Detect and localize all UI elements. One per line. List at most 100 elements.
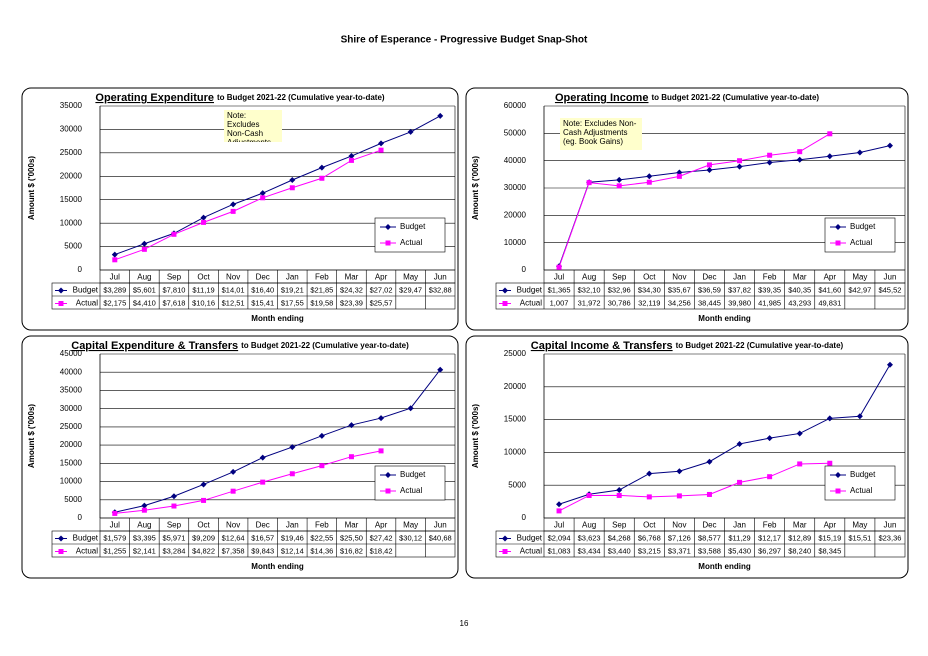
data-label: 34,256 [668, 298, 691, 307]
y-tick-label: 20000 [504, 382, 527, 391]
legend-label: Budget [400, 470, 426, 479]
data-label: $25,50 [340, 533, 363, 542]
data-label: $16,57 [251, 533, 274, 542]
data-label: $23,39 [340, 298, 363, 307]
x-axis-label: Month ending [698, 314, 751, 323]
data-point [676, 173, 682, 179]
legend-label: Actual [400, 238, 422, 247]
data-point [616, 183, 622, 189]
legend-label: Actual [850, 486, 872, 495]
data-label: $6,297 [758, 546, 781, 555]
x-tick-label: Jul [554, 273, 564, 282]
series-line [558, 145, 891, 267]
x-tick-label: Feb [315, 521, 329, 530]
note-box: Note: Excludes Non-Cash Adjustments [224, 110, 282, 142]
data-point [259, 190, 266, 197]
y-tick-label: 20000 [504, 210, 527, 219]
page-number: 16 [460, 619, 469, 628]
data-point [437, 112, 444, 119]
data-point [171, 231, 177, 237]
chart-subtitle: to Budget 2021-22 (Cumulative year-to-da… [651, 93, 819, 102]
data-label: $14,01 [222, 285, 245, 294]
data-point [230, 201, 237, 208]
x-tick-label: Jan [733, 273, 746, 282]
x-tick-label: Jun [434, 273, 447, 282]
table-legend-marker [502, 549, 508, 554]
data-label: $22,55 [310, 533, 333, 542]
data-point [556, 264, 562, 270]
data-point [886, 361, 893, 368]
data-label: 32,119 [638, 298, 660, 307]
x-tick-label: Oct [197, 273, 210, 282]
chart-subtitle: to Budget 2021-22 (Cumulative year-to-da… [241, 341, 409, 350]
data-point [706, 491, 712, 497]
data-label: $34,30 [638, 285, 661, 294]
data-label: $12,89 [788, 533, 811, 542]
chart-title-main: Capital Expenditure & Transfers [71, 340, 238, 352]
data-point [767, 152, 773, 158]
data-label: $4,410 [133, 298, 156, 307]
data-point [170, 493, 177, 500]
data-label: $7,126 [668, 533, 691, 542]
legend-marker [385, 224, 391, 230]
data-point [201, 219, 207, 225]
table-series-name: Budget [517, 534, 543, 543]
y-axis-label: Amount $ ('000s) [471, 404, 480, 468]
data-label: $3,371 [668, 546, 691, 555]
data-point [826, 415, 833, 422]
data-label: 30,786 [608, 298, 631, 307]
x-tick-label: May [852, 521, 867, 530]
x-tick-label: Oct [197, 521, 210, 530]
data-label: $3,434 [578, 546, 601, 555]
data-label: $25,57 [370, 298, 393, 307]
panel-border [21, 87, 459, 331]
data-label: $39,35 [758, 285, 781, 294]
data-point [378, 415, 385, 422]
legend-label: Budget [400, 222, 426, 231]
data-point [348, 454, 354, 460]
data-label: $45,52 [878, 285, 901, 294]
x-tick-label: Oct [643, 273, 656, 282]
x-tick-label: Dec [256, 521, 270, 530]
y-tick-label: 15000 [60, 458, 83, 467]
data-label: $29,47 [399, 285, 422, 294]
legend-marker [385, 240, 391, 246]
data-point [141, 507, 147, 513]
panel-border [465, 87, 909, 331]
x-axis-label: Month ending [698, 562, 751, 571]
data-point [378, 147, 384, 153]
x-tick-label: Apr [375, 273, 388, 282]
chart-title: Capital Income & Transfers to Budget 2021… [531, 340, 844, 352]
y-tick-label: 20000 [60, 440, 83, 449]
y-axis-label: Amount $ ('000s) [471, 156, 480, 220]
x-tick-label: Mar [793, 521, 807, 530]
table-series-name: Actual [520, 299, 542, 308]
data-point [289, 444, 296, 451]
data-label: $23,36 [878, 533, 901, 542]
legend-marker [385, 472, 391, 478]
data-point [378, 448, 384, 454]
data-label: $32,10 [578, 285, 601, 294]
data-label: $7,810 [162, 285, 185, 294]
data-point [260, 479, 266, 485]
data-label: $41,60 [818, 285, 841, 294]
x-tick-label: Nov [672, 521, 686, 530]
y-tick-label: 5000 [64, 495, 82, 504]
data-label: $19,58 [310, 298, 333, 307]
legend-label: Budget [850, 470, 876, 479]
y-tick-label: 15000 [504, 415, 527, 424]
table-series-name: Actual [76, 299, 98, 308]
data-point [797, 461, 803, 467]
table-legend-marker [58, 549, 64, 554]
data-label: $8,345 [818, 546, 841, 555]
y-tick-label: 5000 [64, 242, 82, 251]
y-tick-label: 60000 [504, 101, 527, 110]
data-label: $24,32 [340, 285, 363, 294]
data-point [766, 435, 773, 442]
data-label: 1,007 [550, 298, 569, 307]
data-label: $18,42 [370, 546, 393, 555]
x-axis-label: Month ending [251, 562, 304, 571]
x-tick-label: Apr [375, 521, 388, 530]
series-line [558, 364, 891, 505]
table-legend-marker [58, 535, 64, 542]
